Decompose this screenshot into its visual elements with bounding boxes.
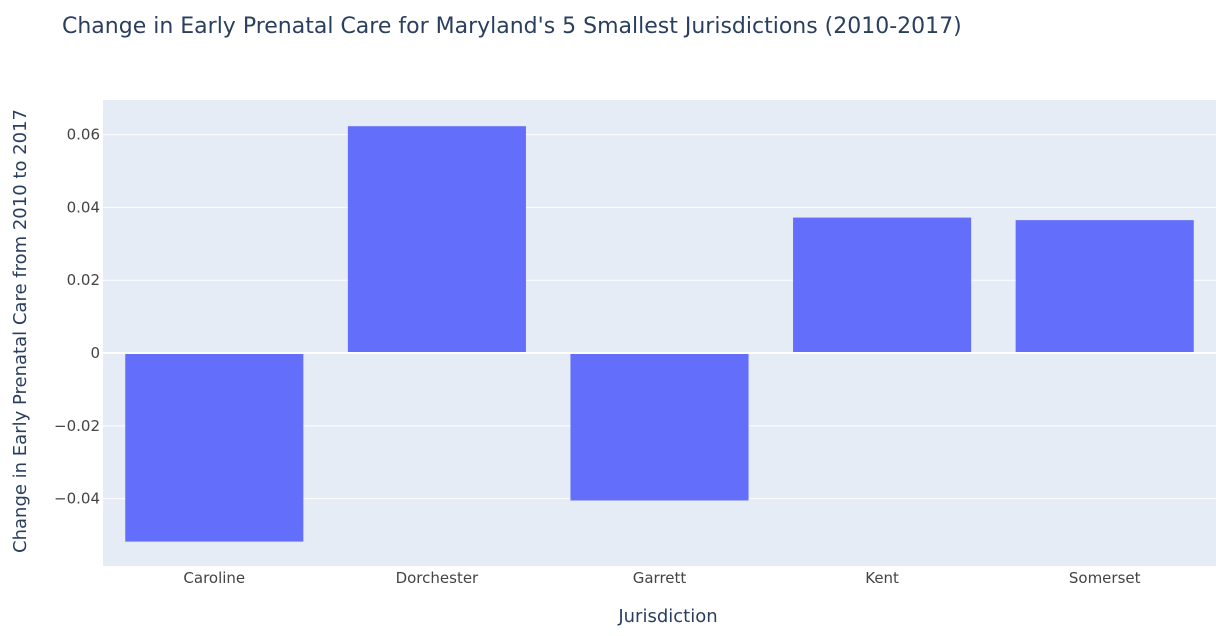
x-tick-label: Garrett bbox=[633, 569, 687, 587]
y-axis-title: Change in Early Prenatal Care from 2010 … bbox=[10, 109, 31, 553]
x-axis-title: Jurisdiction bbox=[617, 606, 717, 627]
y-tick-label: 0.02 bbox=[67, 271, 100, 289]
bar-somerset[interactable] bbox=[1015, 220, 1194, 354]
bar-caroline[interactable] bbox=[125, 353, 304, 542]
y-tick-label: 0.04 bbox=[67, 198, 100, 216]
y-tick-label: 0 bbox=[90, 344, 100, 362]
bars bbox=[125, 126, 1194, 542]
y-tick-label: −0.02 bbox=[54, 417, 100, 435]
x-tick-label: Dorchester bbox=[396, 569, 479, 587]
chart-title: Change in Early Prenatal Care for Maryla… bbox=[62, 14, 962, 39]
x-axis-ticks: Caroline Dorchester Garrett Kent Somerset bbox=[183, 569, 1140, 587]
y-axis-ticks: 0.06 0.04 0.02 0 −0.02 −0.04 bbox=[54, 126, 100, 508]
bar-dorchester[interactable] bbox=[347, 126, 526, 354]
bar-kent[interactable] bbox=[793, 217, 972, 354]
x-tick-label: Caroline bbox=[183, 569, 245, 587]
y-tick-label: 0.06 bbox=[67, 126, 100, 144]
x-tick-label: Kent bbox=[865, 569, 899, 587]
x-tick-label: Somerset bbox=[1069, 569, 1141, 587]
y-tick-label: −0.04 bbox=[54, 490, 100, 508]
bar-garrett[interactable] bbox=[570, 353, 749, 501]
